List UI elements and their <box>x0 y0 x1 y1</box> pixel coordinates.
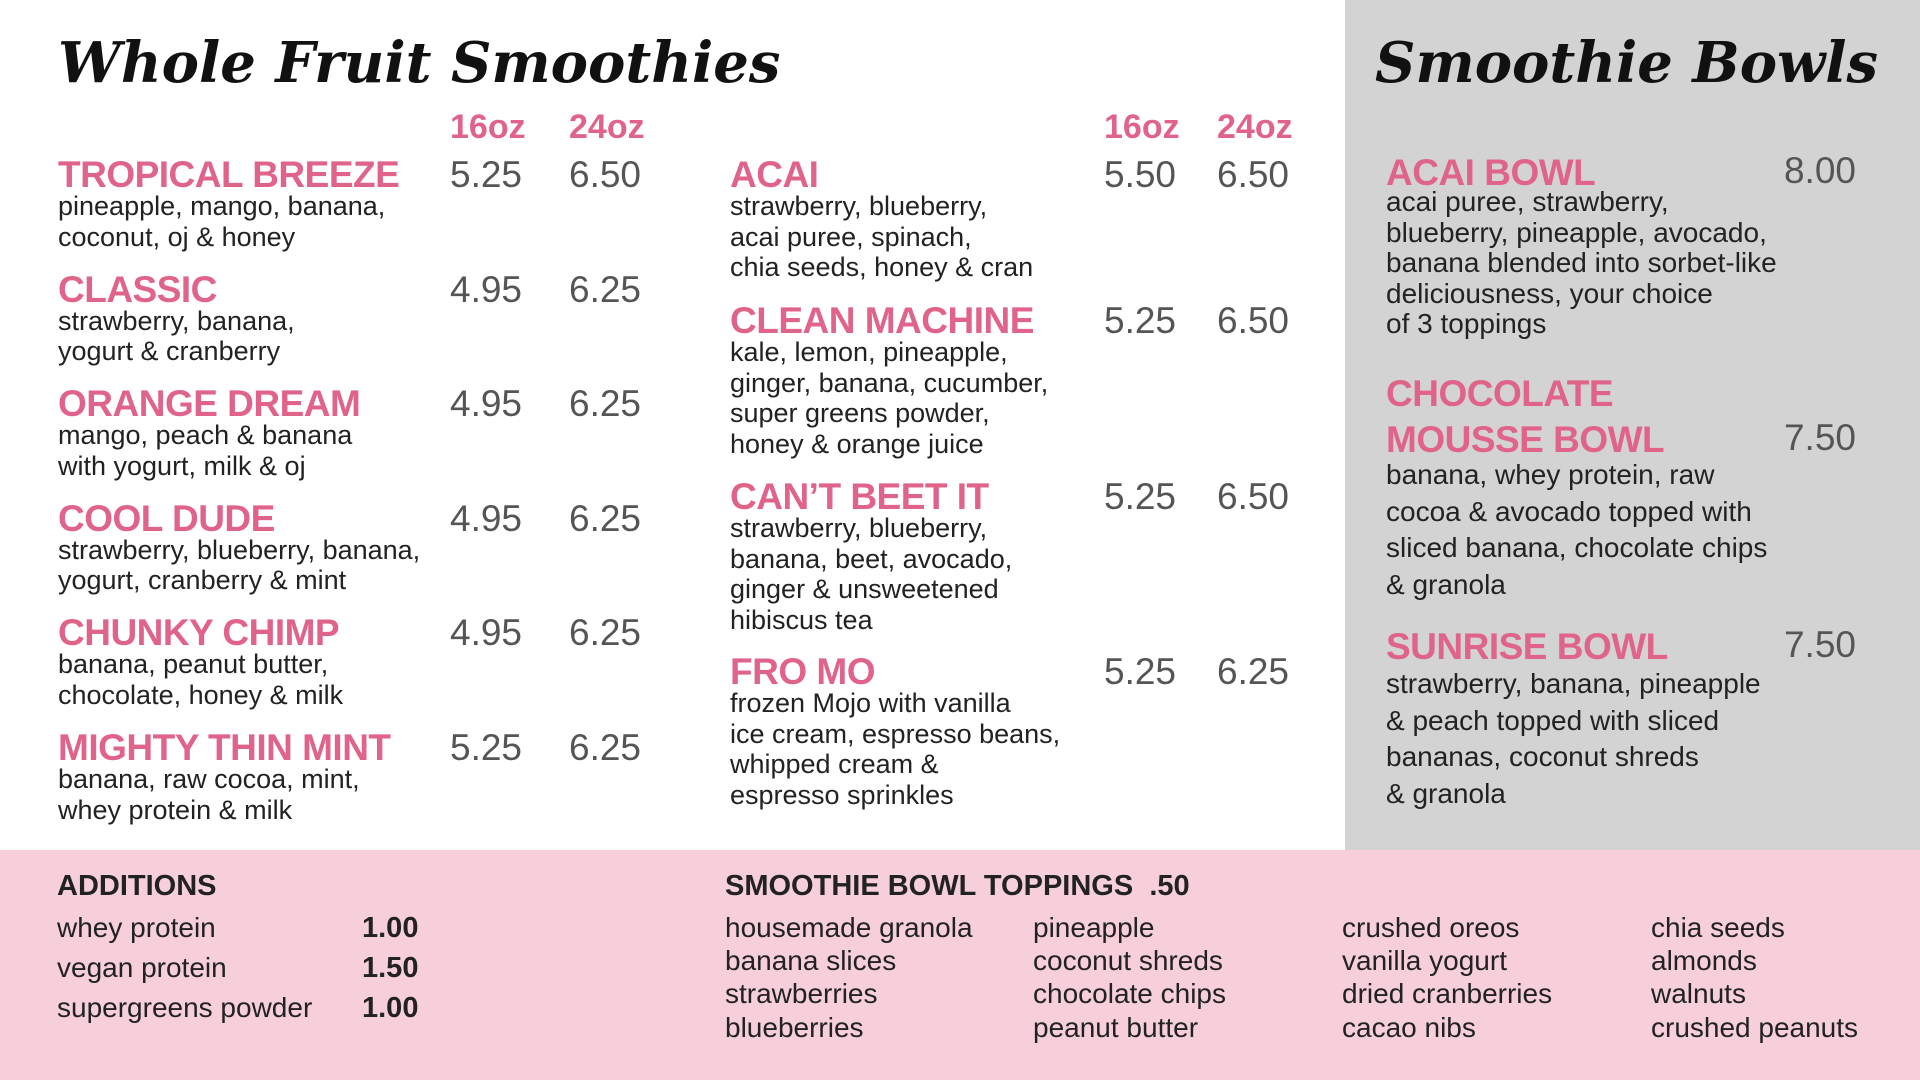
topping-item: peanut butter <box>1033 1011 1199 1043</box>
toppings-title-text: SMOOTHIE BOWL TOPPINGS <box>725 870 1134 902</box>
size-16oz-header: 16oz <box>450 108 526 146</box>
smoothie-name: ACAI <box>730 154 819 195</box>
smoothie-description: strawberry, blueberry, acai puree, spina… <box>730 191 1034 283</box>
price-24oz: 6.50 <box>1217 476 1290 517</box>
bowl-description: acai puree, strawberry, blueberry, pinea… <box>1386 186 1777 340</box>
topping-item: strawberries <box>725 978 878 1010</box>
smoothie-name: ORANGE DREAM <box>58 383 361 425</box>
bowl-name: CHOCOLATE MOUSSE BOWL <box>1386 373 1665 460</box>
bowls-title: Smoothie Bowls <box>1375 30 1879 96</box>
addition-price: 1.00 <box>362 992 419 1024</box>
topping-item: crushed peanuts <box>1651 1011 1859 1043</box>
price-24oz: 6.50 <box>1217 154 1290 195</box>
price-24oz: 6.25 <box>569 497 642 539</box>
smoothie-name: CLEAN MACHINE <box>730 300 1034 341</box>
additions-toppings-panel <box>0 850 1920 1080</box>
smoothie-name: COOL DUDE <box>58 497 275 539</box>
price-24oz: 6.50 <box>1217 300 1290 341</box>
smoothie-description: strawberry, blueberry, banana, beet, avo… <box>730 513 1013 635</box>
toppings-title: SMOOTHIE BOWL TOPPINGS .50 <box>725 870 1190 903</box>
toppings-price: .50 <box>1149 870 1190 902</box>
smoothie-description: strawberry, blueberry, banana, yogurt, c… <box>58 534 421 596</box>
price-16oz: 4.95 <box>450 383 523 425</box>
smoothie-name: CAN’T BEET IT <box>730 476 989 517</box>
price-16oz: 5.25 <box>450 154 523 195</box>
topping-item: chia seeds <box>1651 912 1785 943</box>
price-16oz: 4.95 <box>450 612 523 654</box>
price-24oz: 6.25 <box>569 383 642 425</box>
bowl-price: 7.50 <box>1783 624 1856 665</box>
price-24oz: 6.25 <box>569 612 642 654</box>
smoothie-bowls-panel <box>1345 0 1920 850</box>
bowl-name: SUNRISE BOWL <box>1386 626 1668 667</box>
smoothie-name: FRO MO <box>730 651 875 692</box>
price-16oz: 5.25 <box>450 727 523 768</box>
price-24oz: 6.50 <box>569 154 642 195</box>
price-24oz: 6.25 <box>1217 651 1290 692</box>
price-16oz: 5.25 <box>1104 476 1177 517</box>
bowl-description: banana, whey protein, raw cocoa & avocad… <box>1386 459 1768 601</box>
smoothie-name: MIGHTY THIN MINT <box>58 727 391 768</box>
topping-item: banana slices <box>725 945 897 977</box>
smoothie-name: TROPICAL BREEZE <box>58 154 400 195</box>
price-16oz: 5.25 <box>1104 651 1177 692</box>
addition-name: vegan protein <box>57 952 227 983</box>
topping-item: vanilla yogurt <box>1342 945 1507 977</box>
bowl-description: strawberry, banana, pineapple & peach to… <box>1386 668 1761 810</box>
price-16oz: 5.25 <box>1104 300 1177 341</box>
smoothie-description: mango, peach & banana with yogurt, milk … <box>58 420 353 481</box>
price-16oz: 4.95 <box>450 497 523 539</box>
addition-name: whey protein <box>57 912 216 943</box>
addition-name: supergreens powder <box>57 992 313 1023</box>
price-16oz: 4.95 <box>450 268 523 310</box>
price-24oz: 6.25 <box>569 268 642 310</box>
topping-item: chocolate chips <box>1033 978 1227 1010</box>
size-24oz-header: 24oz <box>569 108 645 146</box>
bowl-name: ACAI BOWL <box>1386 152 1596 193</box>
bowl-price: 7.50 <box>1783 417 1856 458</box>
smoothie-name: CLASSIC <box>58 268 217 310</box>
topping-item: cacao nibs <box>1342 1011 1476 1043</box>
price-24oz: 6.25 <box>569 727 642 768</box>
price-16oz: 5.50 <box>1104 154 1177 195</box>
bowl-price: 8.00 <box>1783 150 1856 191</box>
topping-item: housemade granola <box>725 912 973 943</box>
smoothie-description: frozen Mojo with vanilla ice cream, espr… <box>730 688 1061 810</box>
topping-item: walnuts <box>1651 978 1746 1010</box>
topping-item: blueberries <box>725 1011 864 1043</box>
smoothies-title: Whole Fruit Smoothies <box>58 30 781 96</box>
smoothie-description: banana, raw cocoa, mint, whey protein & … <box>58 764 360 825</box>
topping-item: coconut shreds <box>1033 945 1223 977</box>
topping-item: pineapple <box>1033 912 1155 943</box>
topping-item: crushed oreos <box>1342 912 1520 943</box>
topping-item: dried cranberries <box>1342 978 1553 1010</box>
topping-item: almonds <box>1651 945 1757 977</box>
smoothie-description: kale, lemon, pineapple, ginger, banana, … <box>730 337 1049 459</box>
size-16oz-header: 16oz <box>1104 108 1180 146</box>
additions-title: ADDITIONS <box>57 870 217 902</box>
smoothie-description: banana, peanut butter, chocolate, honey … <box>58 649 344 710</box>
size-24oz-header: 24oz <box>1217 108 1293 146</box>
addition-price: 1.50 <box>362 952 419 984</box>
smoothie-description: pineapple, mango, banana, coconut, oj & … <box>58 191 386 252</box>
smoothie-name: CHUNKY CHIMP <box>58 612 340 654</box>
smoothie-description: strawberry, banana, yogurt & cranberry <box>58 305 295 367</box>
addition-price: 1.00 <box>362 912 419 944</box>
